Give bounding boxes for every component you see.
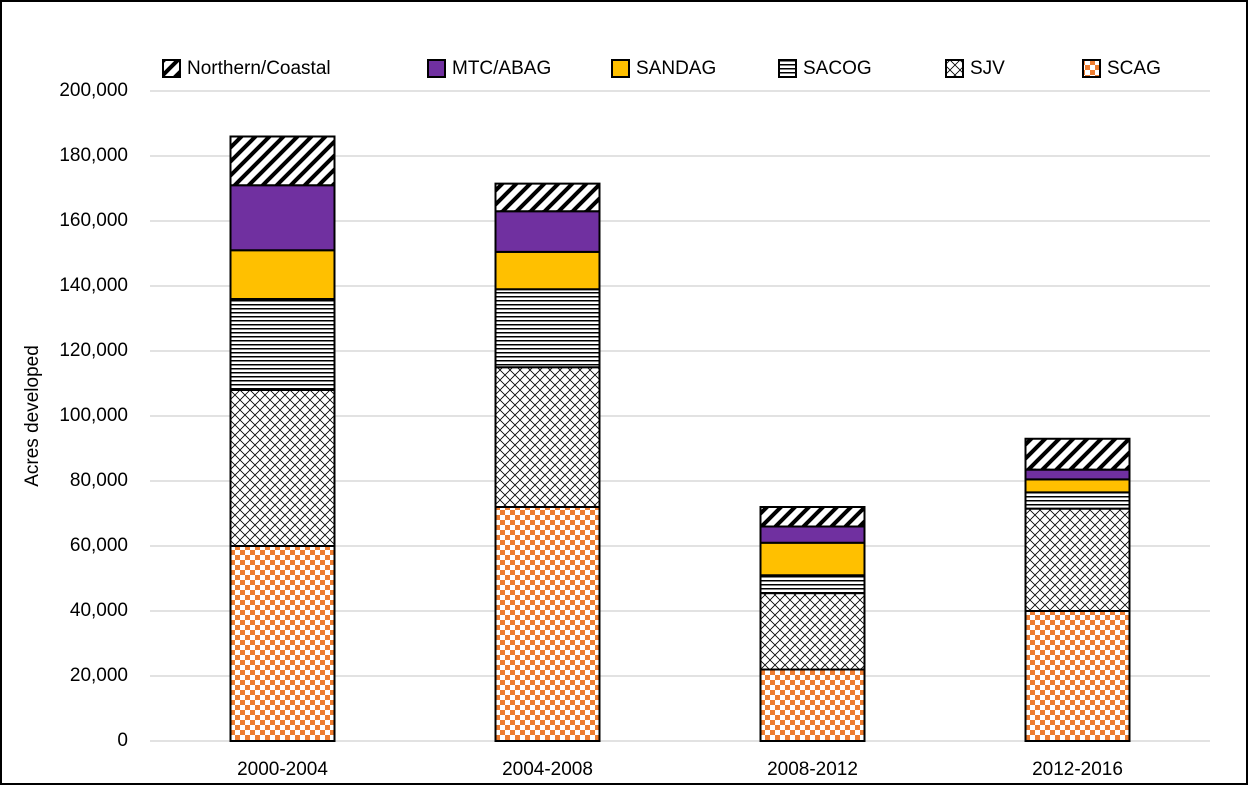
bar-segment <box>494 366 601 508</box>
y-tick-label: 0 <box>117 730 128 751</box>
bar-segment <box>229 135 336 187</box>
bar-segment <box>759 574 866 595</box>
bar-segment <box>229 184 336 252</box>
bar-segment <box>494 250 601 291</box>
bar-segment <box>1024 478 1131 494</box>
bar-segment <box>1024 610 1131 742</box>
bar-segment <box>759 592 866 671</box>
bar-segment <box>494 288 601 369</box>
legend-label: MTC/ABAG <box>452 58 551 79</box>
x-tick-label: 2004-2008 <box>502 759 593 780</box>
bar-segment <box>1024 507 1131 612</box>
legend-swatch <box>611 59 630 78</box>
legend-label: SCAG <box>1107 58 1161 79</box>
bar-segment <box>759 668 866 742</box>
y-tick-label: 140,000 <box>59 275 128 296</box>
bar-segment <box>759 506 866 528</box>
bar-segment <box>759 541 866 577</box>
y-tick-label: 160,000 <box>59 210 128 231</box>
bar-segment <box>229 249 336 300</box>
legend-swatch <box>427 59 446 78</box>
legend-swatch <box>162 59 181 78</box>
y-tick-label: 180,000 <box>59 145 128 166</box>
legend-label: SACOG <box>803 58 872 79</box>
legend-label: SJV <box>970 58 1005 79</box>
bar-segment <box>229 545 336 742</box>
x-tick-label: 2000-2004 <box>237 759 328 780</box>
y-axis-label: Acres developed <box>22 345 43 487</box>
bar-segment <box>229 298 336 391</box>
legend-label: Northern/Coastal <box>187 58 331 79</box>
bar-segment <box>494 182 601 213</box>
legend-swatch <box>778 59 797 78</box>
y-tick-label: 200,000 <box>59 80 128 101</box>
y-tick-label: 80,000 <box>70 470 128 491</box>
bar-segment <box>494 506 601 742</box>
y-tick-label: 40,000 <box>70 600 128 621</box>
bar-segment <box>229 389 336 547</box>
y-tick-label: 60,000 <box>70 535 128 556</box>
x-tick-label: 2012-2016 <box>1032 759 1123 780</box>
legend-swatch <box>1082 59 1101 78</box>
y-tick-label: 120,000 <box>59 340 128 361</box>
bar-segment <box>1024 437 1131 471</box>
bar-segment <box>494 210 601 253</box>
bar-segment <box>1024 491 1131 510</box>
y-tick-label: 100,000 <box>59 405 128 426</box>
legend-label: SANDAG <box>636 58 716 79</box>
legend-swatch <box>945 59 964 78</box>
bar-segment <box>1024 468 1131 481</box>
x-tick-label: 2008-2012 <box>767 759 858 780</box>
bar-segment <box>759 525 866 544</box>
y-tick-label: 20,000 <box>70 665 128 686</box>
